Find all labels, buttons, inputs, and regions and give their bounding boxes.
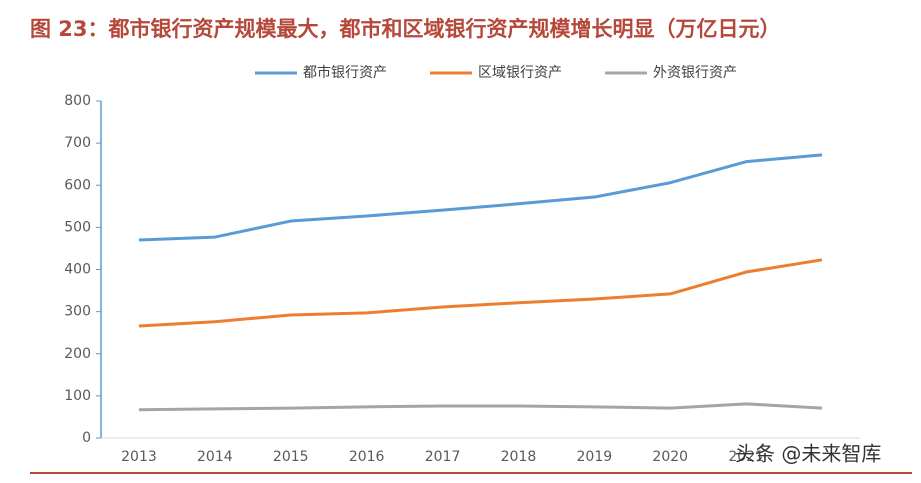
x-tick-label: 2013 bbox=[121, 449, 157, 465]
y-tick-label: 800 bbox=[64, 93, 91, 109]
x-tick-label: 2018 bbox=[501, 449, 537, 465]
y-tick-label: 400 bbox=[64, 262, 91, 278]
x-tick-label: 2021 bbox=[728, 449, 764, 465]
series-line bbox=[138, 258, 823, 328]
y-tick-label: 0 bbox=[82, 430, 91, 446]
x-tick-label: 2014 bbox=[197, 449, 233, 465]
legend-label: 都市银行资产 bbox=[303, 64, 387, 81]
x-tick-label: 2019 bbox=[577, 449, 613, 465]
y-tick-label: 600 bbox=[64, 177, 91, 193]
x-tick-label: 2017 bbox=[425, 449, 461, 465]
chart-title: 图 23：都市银行资产规模最大，都市和区域银行资产规模增长明显（万亿日元） bbox=[30, 17, 781, 41]
series-line bbox=[138, 153, 823, 242]
y-tick-label: 700 bbox=[64, 135, 91, 151]
y-tick-label: 200 bbox=[64, 346, 91, 362]
series-line bbox=[138, 402, 823, 412]
x-tick-label: 2015 bbox=[273, 449, 309, 465]
y-tick-label: 500 bbox=[64, 219, 91, 235]
x-tick-label: 2016 bbox=[349, 449, 385, 465]
x-tick-label: 2020 bbox=[652, 449, 688, 465]
y-tick-label: 100 bbox=[64, 388, 91, 404]
watermark: 头条 @未来智库 bbox=[735, 442, 881, 466]
legend-label: 外资银行资产 bbox=[653, 65, 737, 81]
plot: 0 100 200 300 400 500 600 700 800 2013 2014 2015 201… bbox=[64, 64, 860, 465]
y-tick-label: 300 bbox=[64, 304, 91, 320]
legend-label: 区域银行资产 bbox=[478, 65, 562, 81]
